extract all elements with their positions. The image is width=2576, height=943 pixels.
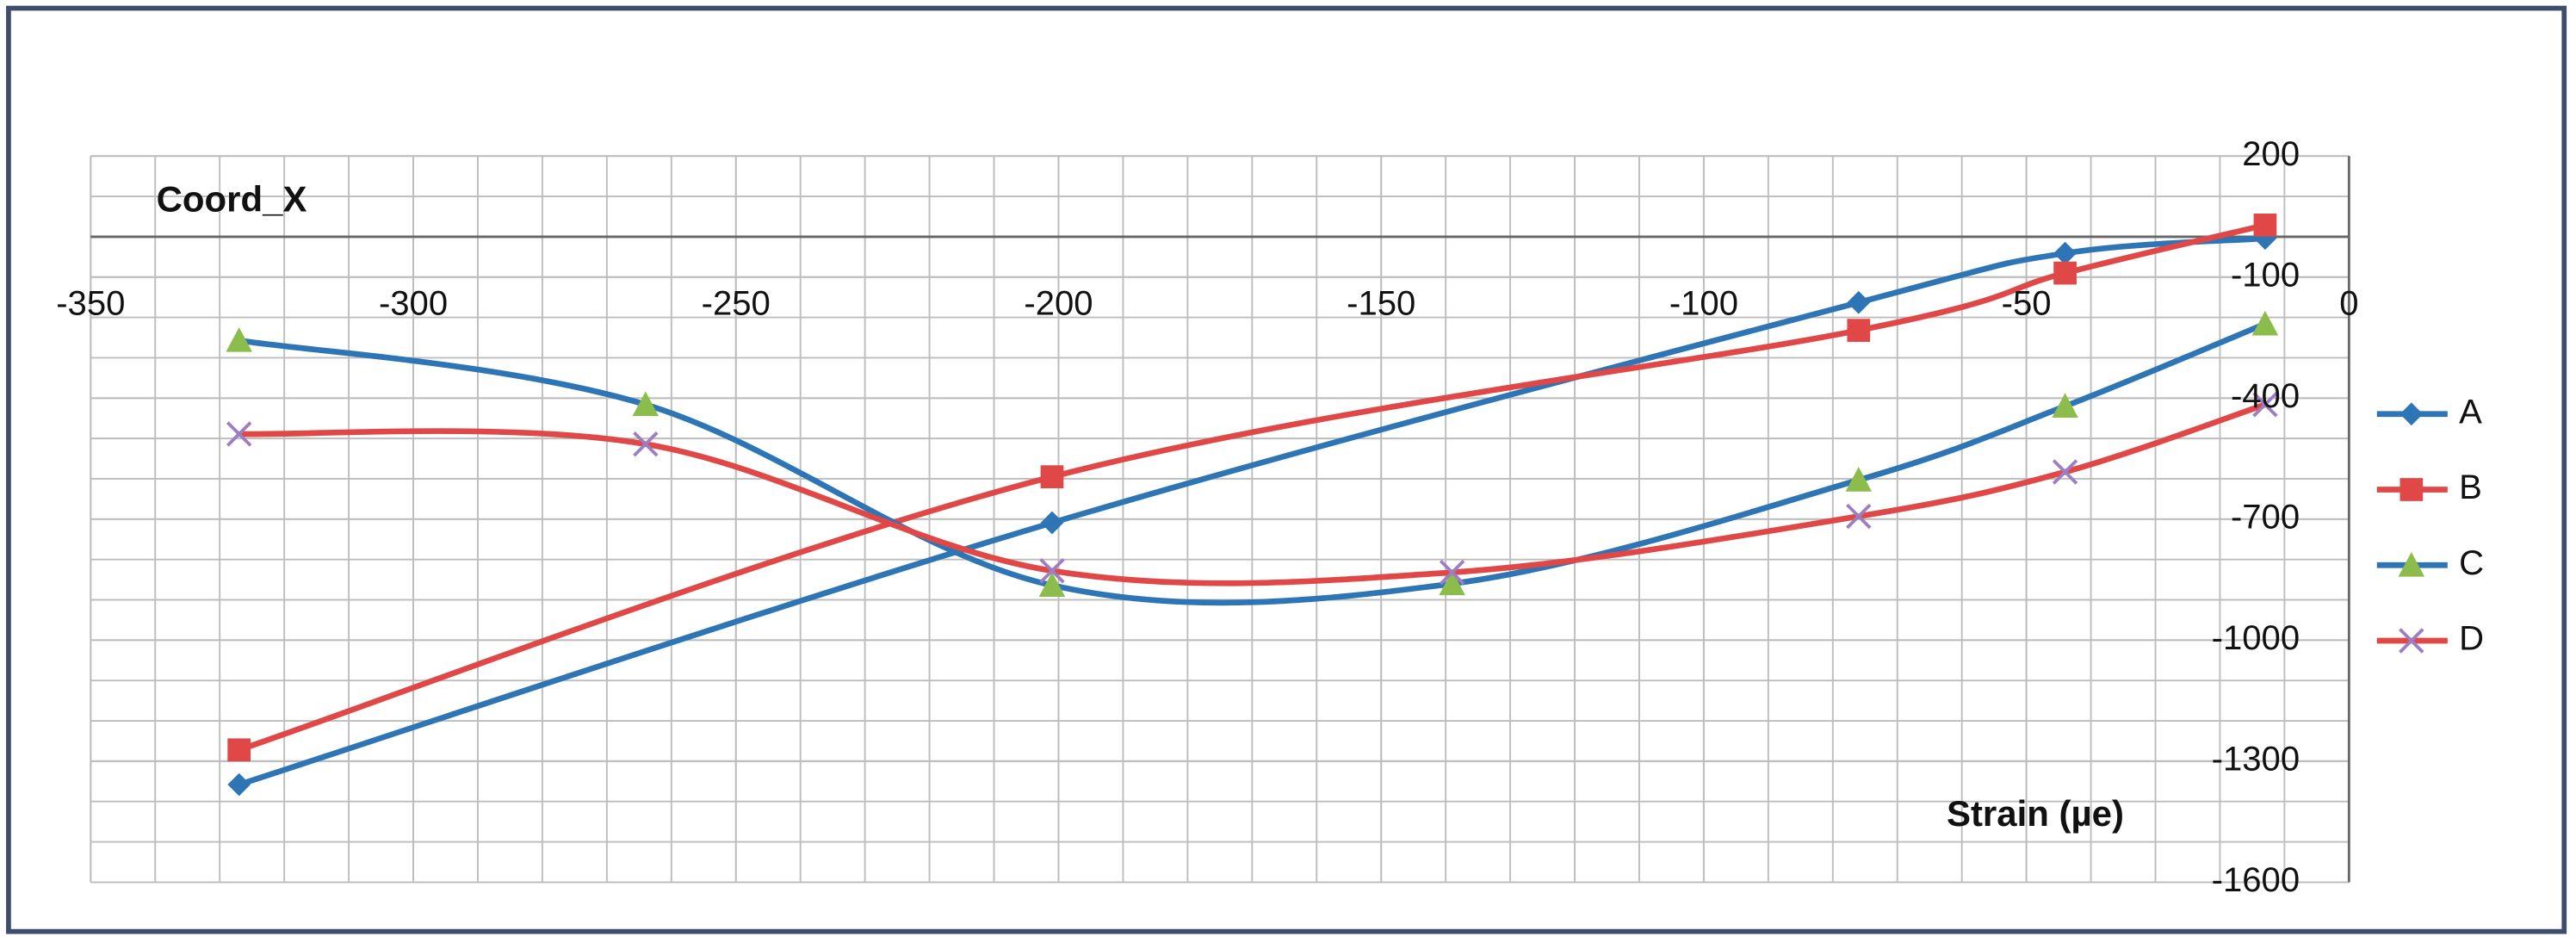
y-axis-label: Coord_X (157, 179, 307, 220)
x-tick-label: -300 (379, 285, 448, 323)
marker (633, 431, 659, 457)
marker (226, 421, 252, 447)
grid (90, 155, 2350, 884)
y-tick-label: 200 (2242, 135, 2300, 173)
x-tick-label: -350 (56, 285, 125, 323)
marker (2053, 241, 2077, 265)
marker (1439, 559, 1465, 586)
y-tick-label: -1300 (2212, 740, 2300, 778)
x-tick-label: -100 (1669, 285, 1738, 323)
series-line (238, 401, 2266, 586)
legend-marker (2399, 628, 2424, 654)
plot (226, 213, 2279, 797)
x-tick-label: -50 (2002, 285, 2052, 323)
legend-label: A (2459, 393, 2482, 431)
chart-frame (6, 5, 2567, 934)
legend-marker (2400, 478, 2424, 501)
marker (1845, 467, 1873, 492)
y-tick-label: -700 (2231, 498, 2300, 536)
legend-marker (2398, 551, 2425, 577)
x-axis-label: Strain (µe) (1947, 793, 2124, 834)
x-tick-label: -200 (1024, 285, 1093, 323)
marker (226, 327, 252, 352)
y-tick-label: -1600 (2212, 861, 2300, 899)
x-tick-label: -150 (1347, 285, 1415, 323)
series-line (238, 321, 2267, 606)
marker (1846, 503, 1872, 530)
marker (1040, 465, 1064, 488)
marker (1038, 572, 1066, 597)
marker (2251, 310, 2279, 336)
marker (2052, 393, 2078, 419)
marker (2053, 261, 2077, 285)
marker (1847, 319, 1871, 342)
legend-label: D (2459, 620, 2484, 658)
marker (227, 738, 251, 762)
legend-label: B (2459, 468, 2482, 506)
y-tick-label: -400 (2231, 377, 2300, 415)
marker (2252, 392, 2278, 418)
x-tick-label: -250 (702, 285, 771, 323)
marker (1439, 570, 1465, 596)
legend-label: C (2459, 544, 2484, 582)
marker (2052, 459, 2078, 485)
x-tick-label: 0 (2339, 285, 2358, 323)
marker (1039, 558, 1065, 584)
y-tick-label: -100 (2231, 256, 2300, 294)
y-tick-label: -1000 (2212, 619, 2300, 657)
marker (2253, 213, 2277, 237)
marker (632, 391, 659, 417)
